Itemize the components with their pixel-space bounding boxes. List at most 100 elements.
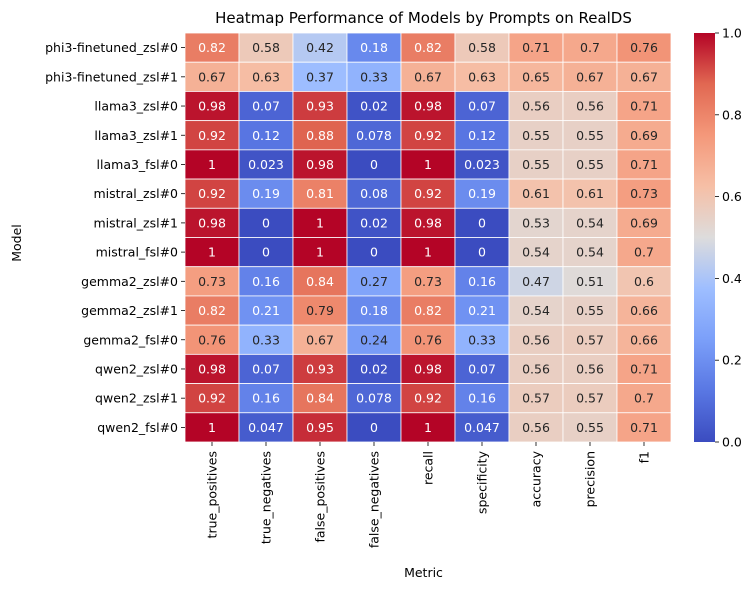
cell-value-label: 0.55 — [522, 157, 550, 172]
cell-value-label: 0.02 — [360, 361, 388, 376]
heatmap-cell — [346, 412, 402, 443]
colorbar-tick-label: 0.2 — [722, 353, 742, 368]
heatmap-cells: 0.82 0.58 0.42 0.18 0.82 0.58 0.71 0.7 0.760.67 0… — [184, 32, 672, 443]
heatmap-cell — [184, 149, 240, 180]
column-tick-label: false_negatives — [367, 451, 382, 548]
heatmap-cell — [184, 237, 240, 268]
heatmap-cell — [346, 178, 402, 209]
cell-value-label: 0.95 — [306, 420, 334, 435]
row-tick-label: mistral_fsl#0 — [96, 245, 178, 260]
heatmap-cell — [508, 324, 564, 355]
heatmap-cell — [616, 266, 672, 297]
cell-value-label: 0.27 — [360, 274, 388, 289]
heatmap-cell — [616, 353, 672, 384]
heatmap-cell — [400, 353, 456, 384]
cell-value-label: 0.19 — [252, 186, 280, 201]
heatmap-cell — [292, 91, 348, 122]
cell-value-label: 0.67 — [198, 69, 226, 84]
row-tick-labels: phi3-finetuned_zsl#0 phi3-finetuned_zsl#1… — [45, 40, 185, 435]
cell-value-label: 0.33 — [468, 332, 496, 347]
cell-value-label: 0.61 — [522, 186, 550, 201]
cell-value-label: 0.98 — [306, 157, 334, 172]
cell-value-label: 0.92 — [414, 128, 442, 143]
heatmap-cell — [184, 61, 240, 92]
cell-value-label: 0.07 — [468, 361, 496, 376]
cell-value-label: 0.76 — [198, 332, 226, 347]
cell-value-label: 0.07 — [252, 99, 280, 114]
cell-value-label: 0.12 — [252, 128, 280, 143]
cell-value-label: 0.73 — [630, 186, 658, 201]
heatmap-cell — [454, 295, 510, 326]
heatmap-cell — [184, 91, 240, 122]
cell-value-label: 0.82 — [198, 40, 226, 55]
heatmap-cell — [238, 412, 294, 443]
cell-value-label: 0.67 — [630, 69, 658, 84]
cell-value-label: 0.56 — [522, 420, 550, 435]
heatmap-cell — [292, 295, 348, 326]
cell-value-label: 0.82 — [414, 303, 442, 318]
colorbar-tick-label: 0.4 — [722, 271, 742, 286]
cell-value-label: 0.16 — [468, 391, 496, 406]
heatmap-cell — [400, 91, 456, 122]
cell-value-label: 1 — [424, 420, 432, 435]
heatmap-cell — [562, 353, 618, 384]
heatmap-cell — [508, 412, 564, 443]
heatmap-cell — [400, 61, 456, 92]
heatmap-cell — [616, 178, 672, 209]
cell-value-label: 0.76 — [414, 332, 442, 347]
heatmap-cell — [346, 353, 402, 384]
cell-value-label: 0.16 — [252, 391, 280, 406]
cell-value-label: 0.98 — [198, 99, 226, 114]
column-tick-label: precision — [583, 451, 598, 507]
heatmap-cell — [346, 383, 402, 414]
heatmap-cell — [184, 120, 240, 151]
colorbar-tick-label: 0.6 — [722, 189, 742, 204]
cell-value-label: 0.16 — [252, 274, 280, 289]
cell-value-label: 0.66 — [630, 332, 658, 347]
cell-value-label: 0.73 — [198, 274, 226, 289]
heatmap-cell — [616, 120, 672, 151]
cell-value-label: 0.18 — [360, 303, 388, 318]
x-axis-label: Metric — [404, 565, 443, 580]
cell-value-label: 0.98 — [414, 361, 442, 376]
heatmap-cell — [346, 237, 402, 268]
heatmap-cell — [400, 324, 456, 355]
cell-value-label: 0.58 — [252, 40, 280, 55]
cell-value-label: 0.7 — [580, 40, 600, 55]
cell-value-label: 0.18 — [360, 40, 388, 55]
cell-value-label: 0.79 — [306, 303, 334, 318]
cell-value-label: 0 — [478, 245, 486, 260]
cell-value-label: 1 — [424, 245, 432, 260]
cell-value-label: 0.65 — [522, 69, 550, 84]
heatmap-cell — [454, 266, 510, 297]
column-tick-label: true_negatives — [259, 451, 274, 544]
cell-value-label: 0.61 — [576, 186, 604, 201]
heatmap-cell — [616, 237, 672, 268]
cell-value-label: 0.6 — [634, 274, 654, 289]
cell-value-label: 0.92 — [414, 186, 442, 201]
cell-value-label: 0.98 — [198, 215, 226, 230]
heatmap-cell — [400, 237, 456, 268]
heatmap-cell — [238, 383, 294, 414]
heatmap-cell — [292, 266, 348, 297]
cell-value-label: 0.71 — [630, 420, 658, 435]
cell-value-label: 0.56 — [522, 99, 550, 114]
cell-value-label: 0.47 — [522, 274, 550, 289]
heatmap-cell — [508, 266, 564, 297]
cell-value-label: 0.57 — [522, 391, 550, 406]
cell-value-label: 0.37 — [306, 69, 334, 84]
heatmap-cell — [292, 353, 348, 384]
heatmap-cell — [238, 295, 294, 326]
row-tick-label: qwen2_zsl#0 — [95, 361, 178, 376]
cell-value-label: 0 — [370, 245, 378, 260]
cell-value-label: 0.54 — [576, 215, 604, 230]
cell-value-label: 0.82 — [198, 303, 226, 318]
cell-value-label: 0.71 — [630, 157, 658, 172]
cell-value-label: 0.54 — [522, 303, 550, 318]
cell-value-label: 0 — [370, 420, 378, 435]
heatmap-cell — [454, 353, 510, 384]
cell-value-label: 0.63 — [468, 69, 496, 84]
heatmap-cell — [184, 178, 240, 209]
column-tick-label: f1 — [637, 451, 652, 463]
heatmap-cell — [400, 266, 456, 297]
